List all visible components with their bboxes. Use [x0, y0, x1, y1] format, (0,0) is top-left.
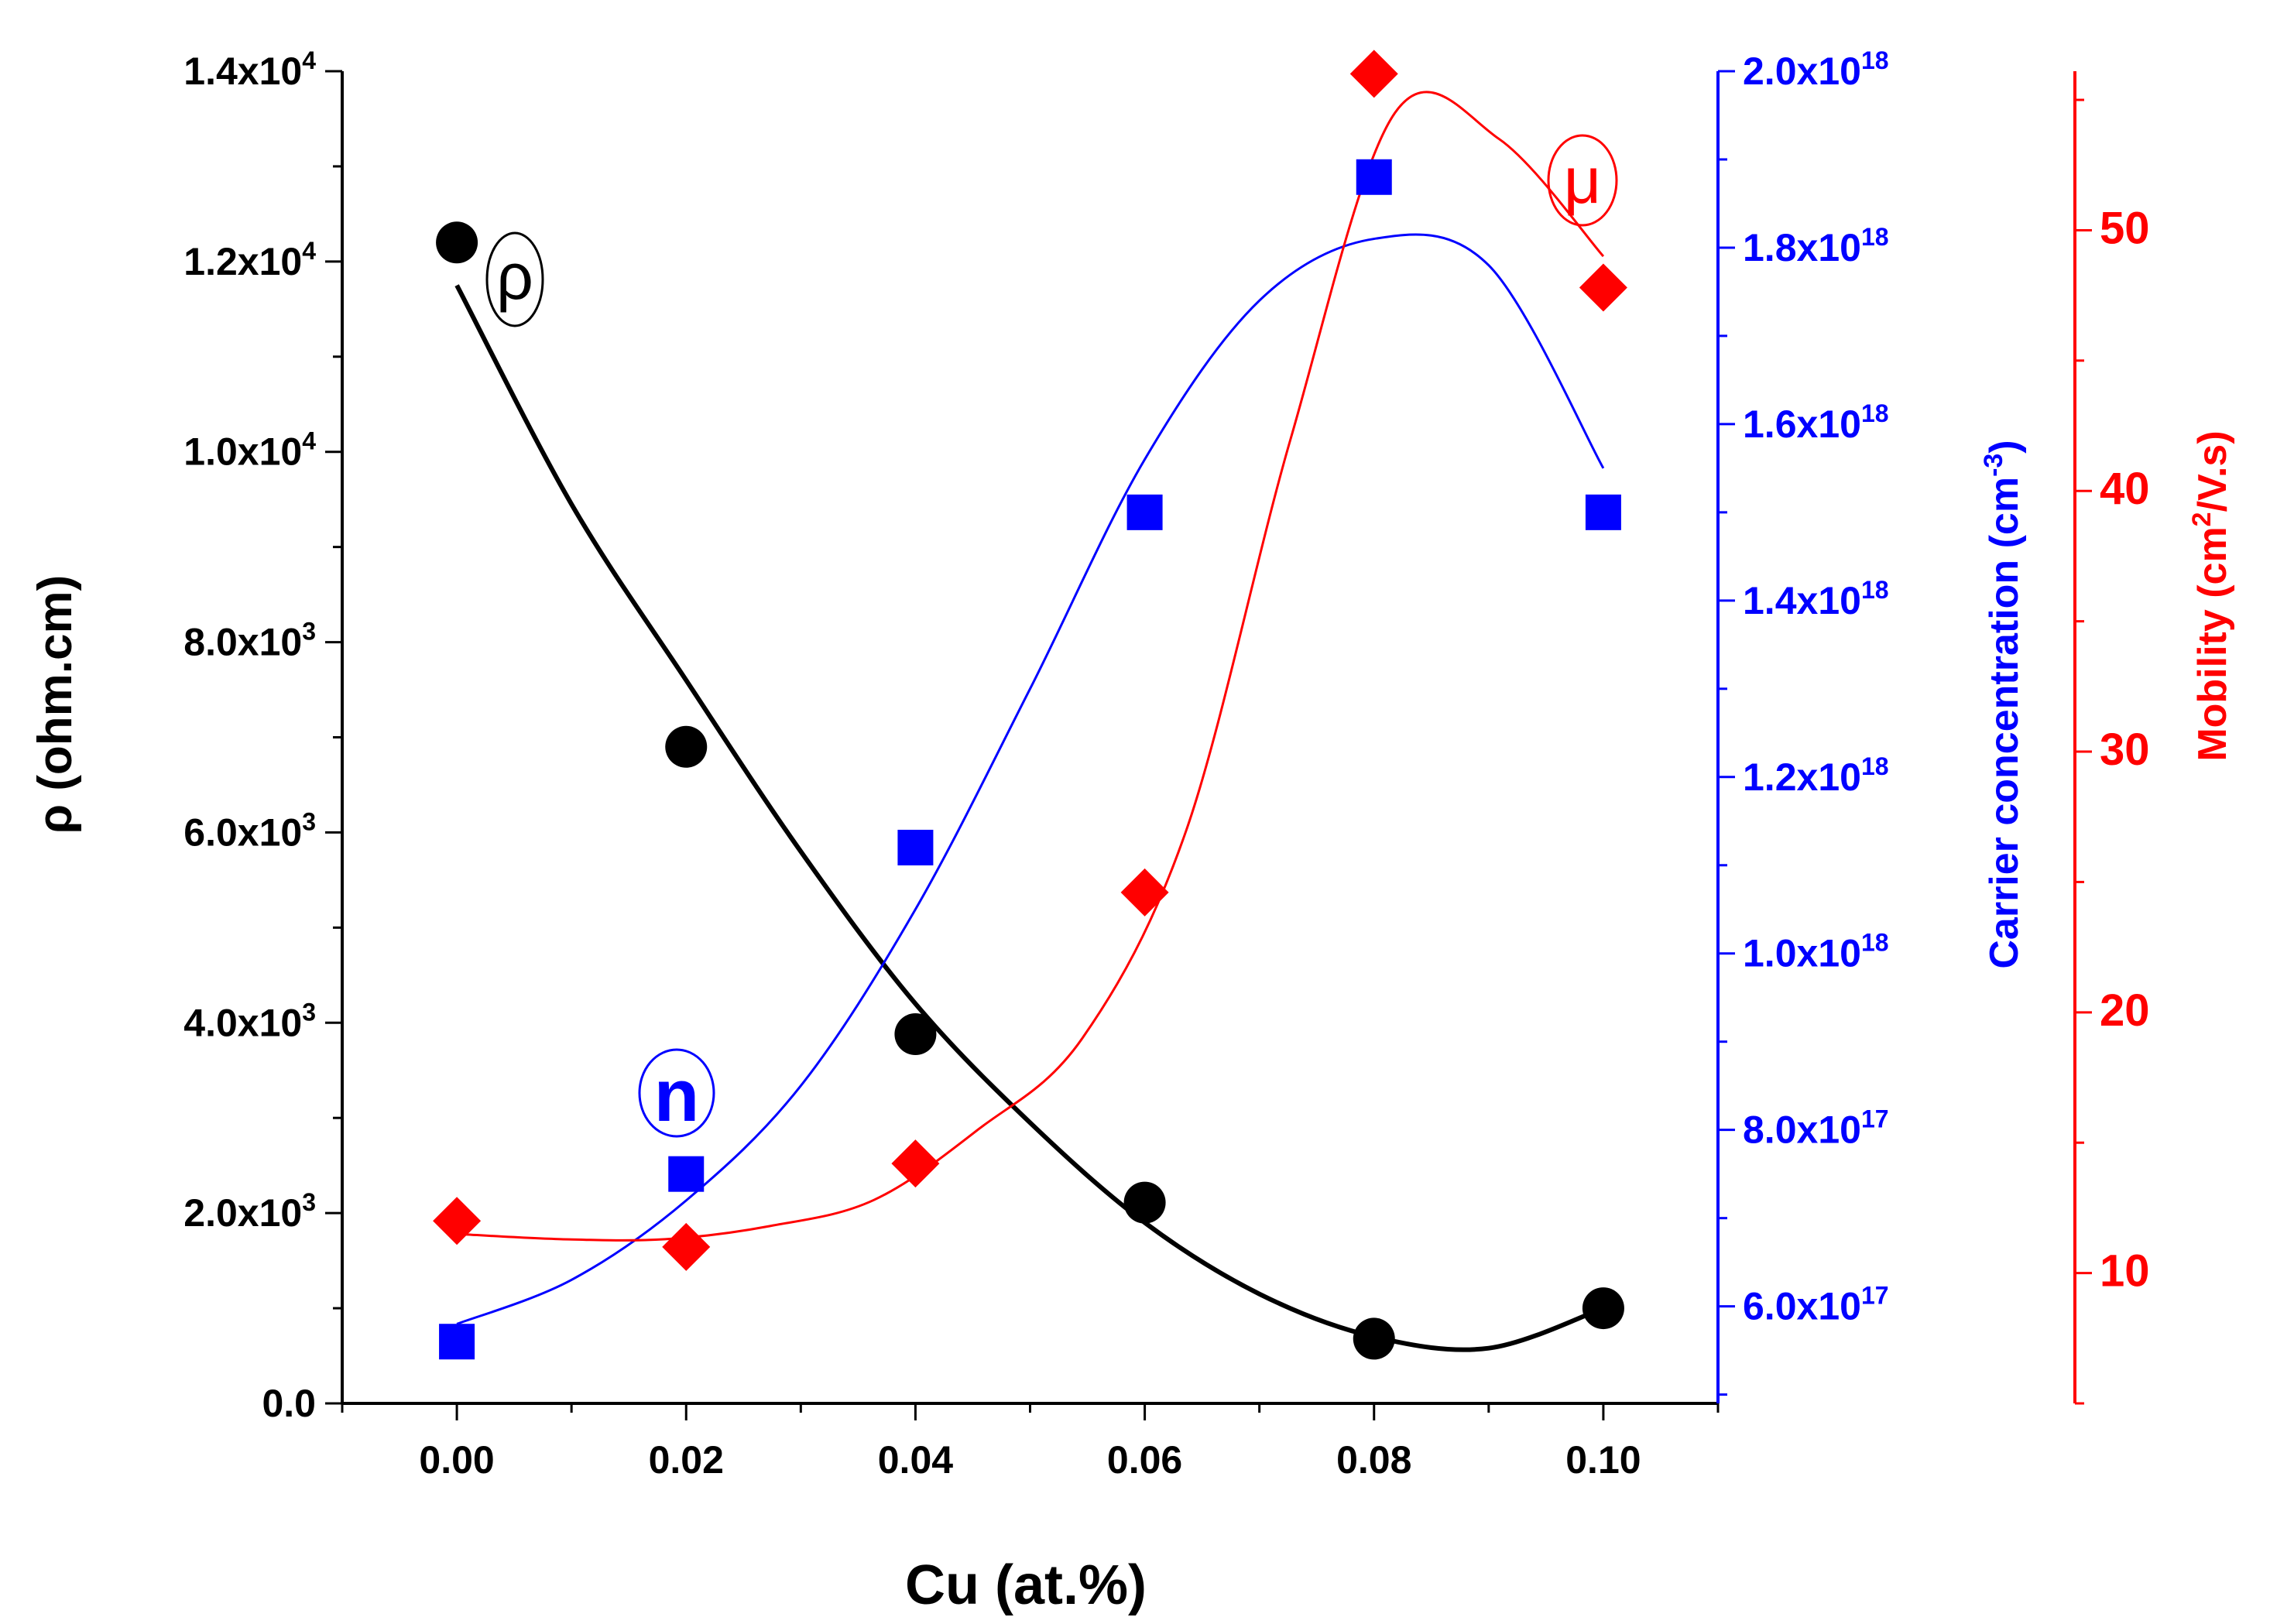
carrier-axis-title: Carrier concentration (cm-3) — [1979, 440, 2027, 968]
carrier-axis-title-text: Carrier concentration (cm — [1982, 477, 2027, 969]
mobility-axis-title-end: /V.s) — [2190, 430, 2235, 512]
left-y-axis-title: ρ (ohm.cm) — [29, 575, 82, 834]
mobility-axis-title: Mobility (cm2/V.s) — [2187, 430, 2235, 761]
carrier-tick-label: 8.0x1017 — [1743, 1105, 1889, 1152]
carrier-data-point — [668, 1156, 705, 1192]
mobility-axis-title-text: Mobility (cm — [2190, 526, 2235, 761]
x-axis-title: Cu (at.%) — [905, 1554, 1147, 1616]
x-tick-label: 0.00 — [419, 1438, 494, 1482]
left-y-tick-label: 1.4x104 — [183, 46, 316, 93]
carrier-data-point — [897, 829, 934, 865]
carrier-data-point — [1585, 494, 1621, 530]
mu-annotation: μ — [1564, 144, 1601, 217]
fit-curve-square — [456, 233, 1605, 1325]
rho-data-point — [1123, 1181, 1166, 1224]
carrier-tick-label: 2.0x1018 — [1743, 46, 1889, 93]
data-markers-layer — [433, 50, 1627, 1360]
carrier-data-point — [439, 1324, 475, 1360]
carrier-tick-label: 6.0x1017 — [1743, 1282, 1889, 1328]
rho-annotation-ring — [485, 231, 544, 327]
carrier-data-point — [1356, 159, 1392, 195]
left-y-tick-label: 4.0x103 — [183, 998, 316, 1044]
n-annotation: n — [654, 1054, 700, 1137]
fit-curve-diamond — [457, 91, 1605, 1242]
x-tick-label: 0.06 — [1107, 1438, 1182, 1482]
mobility-axis-title-sup: 2 — [2187, 512, 2217, 526]
mobility-tick-label: 30 — [2100, 725, 2150, 775]
rho-data-point — [665, 725, 708, 768]
mobility-tick-label: 40 — [2100, 464, 2150, 514]
rho-data-point — [436, 221, 478, 264]
carrier-data-point — [1126, 494, 1163, 530]
carrier-axis-title-sup: -3 — [1979, 454, 2008, 477]
mobility-tick-label: 20 — [2100, 985, 2150, 1036]
mobility-data-point — [891, 1139, 940, 1188]
mu-annotation-ring — [1547, 134, 1618, 227]
mobility-data-point — [1349, 50, 1398, 98]
left-y-tick-label: 1.2x104 — [183, 237, 316, 283]
left-y-tick-label: 8.0x103 — [183, 618, 316, 664]
left-y-tick-label: 1.0x104 — [183, 427, 316, 474]
carrier-tick-label: 1.4x1018 — [1743, 576, 1889, 622]
rho-data-point — [894, 1013, 937, 1056]
fit-curve-circle — [454, 284, 1604, 1352]
x-tick-label: 0.02 — [649, 1438, 724, 1482]
x-tick-label: 0.04 — [878, 1438, 954, 1482]
left-y-tick-label: 6.0x103 — [183, 807, 316, 854]
mobility-tick-label: 10 — [2100, 1246, 2150, 1297]
mobility-data-point — [1579, 263, 1627, 312]
carrier-tick-label: 1.8x1018 — [1743, 223, 1889, 269]
carrier-tick-label: 1.6x1018 — [1743, 399, 1889, 446]
fit-curves-layer — [454, 91, 1605, 1352]
left-y-tick-label: 0.0 — [262, 1382, 316, 1425]
mobility-tick-label: 50 — [2100, 203, 2150, 253]
mobility-data-point — [1120, 868, 1169, 916]
n-annotation-ring — [638, 1048, 715, 1138]
rho-data-point — [1582, 1287, 1624, 1330]
mobility-data-point — [433, 1197, 482, 1245]
x-tick-label: 0.08 — [1336, 1438, 1411, 1482]
carrier-tick-label: 1.0x1018 — [1743, 929, 1889, 975]
axes-layer: 0.00 0.02 0.04 0.06 0.08 0.10 0.0 2.0x103 4.0x10… — [183, 46, 2149, 1482]
mobility-data-point — [662, 1222, 711, 1271]
rho-annotation: ρ — [496, 240, 533, 313]
annotations-layer: ρ n μ — [485, 134, 1618, 1138]
left-y-tick-label: 2.0x103 — [183, 1188, 316, 1235]
carrier-tick-label: 1.2x1018 — [1743, 752, 1889, 799]
x-tick-label: 0.10 — [1565, 1438, 1641, 1482]
carrier-axis-title-end: ) — [1982, 440, 2027, 453]
rho-data-point — [1353, 1317, 1395, 1360]
